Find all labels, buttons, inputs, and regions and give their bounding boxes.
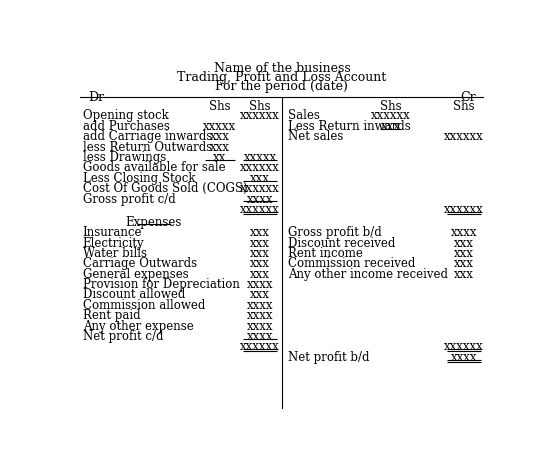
- Text: For the period (date): For the period (date): [216, 80, 348, 93]
- Text: Shs: Shs: [453, 100, 475, 113]
- Text: Any other expense: Any other expense: [82, 319, 194, 333]
- Text: xxx: xxx: [454, 247, 474, 260]
- Text: xxxxxx: xxxxxx: [240, 340, 280, 353]
- Text: xxxx: xxxx: [247, 193, 273, 206]
- Text: Name of the business: Name of the business: [213, 62, 350, 75]
- Text: Gross profit c/d: Gross profit c/d: [82, 193, 175, 206]
- Text: xxx: xxx: [381, 120, 400, 133]
- Text: Expenses: Expenses: [126, 216, 182, 229]
- Text: add Purchases: add Purchases: [82, 120, 169, 133]
- Text: xxx: xxx: [250, 288, 270, 301]
- Text: Shs: Shs: [209, 100, 230, 113]
- Text: xxxx: xxxx: [247, 278, 273, 291]
- Text: xxx: xxx: [250, 237, 270, 250]
- Text: xxx: xxx: [210, 141, 230, 154]
- Text: xxx: xxx: [454, 257, 474, 270]
- Text: xxxxxx: xxxxxx: [240, 109, 280, 122]
- Text: Discount allowed: Discount allowed: [82, 288, 185, 301]
- Text: add Carriage inwards: add Carriage inwards: [82, 130, 212, 143]
- Text: Provision for Depreciation: Provision for Depreciation: [82, 278, 240, 291]
- Text: xxxxxx: xxxxxx: [444, 130, 484, 143]
- Text: xxx: xxx: [250, 257, 270, 270]
- Text: xxxx: xxxx: [247, 319, 273, 333]
- Text: Trading, Profit and Loss Account: Trading, Profit and Loss Account: [177, 71, 387, 84]
- Text: Commission received: Commission received: [288, 257, 415, 270]
- Text: Any other income received: Any other income received: [288, 268, 448, 281]
- Text: Rent paid: Rent paid: [82, 309, 140, 322]
- Text: Net profit c/d: Net profit c/d: [82, 330, 163, 343]
- Text: xxxxxx: xxxxxx: [240, 162, 280, 175]
- Text: Electricity: Electricity: [82, 237, 144, 250]
- Text: xxxxxx: xxxxxx: [240, 203, 280, 216]
- Text: xxxx: xxxx: [451, 351, 477, 364]
- Text: Discount received: Discount received: [288, 237, 395, 250]
- Text: xxx: xxx: [250, 172, 270, 185]
- Text: xxxx: xxxx: [451, 226, 477, 239]
- Text: Insurance: Insurance: [82, 226, 142, 239]
- Text: Dr: Dr: [88, 91, 104, 104]
- Text: Carriage Outwards: Carriage Outwards: [82, 257, 197, 270]
- Text: less Return Outwards: less Return Outwards: [82, 141, 212, 154]
- Text: xxx: xxx: [454, 268, 474, 281]
- Text: Opening stock: Opening stock: [82, 109, 168, 122]
- Text: Net profit b/d: Net profit b/d: [288, 351, 370, 364]
- Text: Shs: Shs: [379, 100, 401, 113]
- Text: xxxx: xxxx: [247, 299, 273, 312]
- Text: Commission allowed: Commission allowed: [82, 299, 205, 312]
- Text: Rent income: Rent income: [288, 247, 363, 260]
- Text: xxxx: xxxx: [247, 309, 273, 322]
- Text: xxxxx: xxxxx: [244, 151, 277, 164]
- Text: xxx: xxx: [454, 237, 474, 250]
- Text: Cost Of Goods Sold (COGS): Cost Of Goods Sold (COGS): [82, 182, 248, 195]
- Text: less Drawings: less Drawings: [82, 151, 166, 164]
- Text: Gross profit b/d: Gross profit b/d: [288, 226, 382, 239]
- Text: Cr: Cr: [460, 91, 476, 104]
- Text: xxxxxx: xxxxxx: [240, 182, 280, 195]
- Text: Net sales: Net sales: [288, 130, 343, 143]
- Text: xx: xx: [213, 151, 227, 164]
- Text: General expenses: General expenses: [82, 268, 189, 281]
- Text: Water bills: Water bills: [82, 247, 147, 260]
- Text: Less Return inwards: Less Return inwards: [288, 120, 411, 133]
- Text: Less Closing Stock: Less Closing Stock: [82, 172, 195, 185]
- Text: xxx: xxx: [250, 268, 270, 281]
- Text: xxx: xxx: [250, 226, 270, 239]
- Text: Sales: Sales: [288, 109, 320, 122]
- Text: xxx: xxx: [210, 130, 230, 143]
- Text: Shs: Shs: [249, 100, 271, 113]
- Text: xxxxxx: xxxxxx: [371, 109, 410, 122]
- Text: Goods available for sale: Goods available for sale: [82, 162, 226, 175]
- Text: xxx: xxx: [250, 247, 270, 260]
- Text: xxxxxx: xxxxxx: [444, 203, 484, 216]
- Text: xxxx: xxxx: [247, 330, 273, 343]
- Text: xxxxx: xxxxx: [204, 120, 236, 133]
- Text: xxxxxx: xxxxxx: [444, 340, 484, 353]
